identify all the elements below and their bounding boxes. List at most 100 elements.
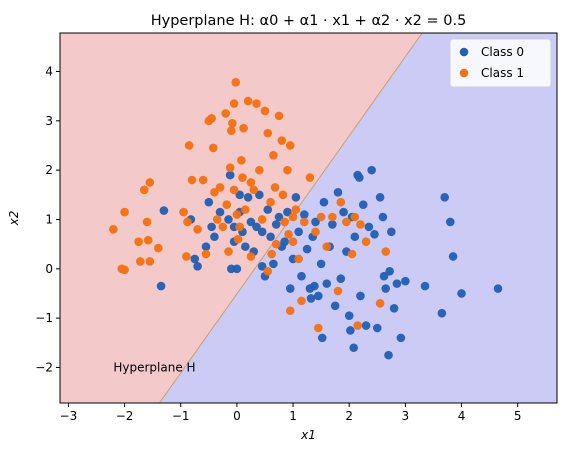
legend-label: Class 1 xyxy=(481,66,524,80)
class-0-point xyxy=(317,333,327,343)
class-0-point xyxy=(392,279,402,288)
class-1-point xyxy=(353,321,362,330)
class-1-point xyxy=(342,217,351,227)
class-1-point xyxy=(252,99,261,108)
class-0-point xyxy=(201,242,211,251)
class-1-point xyxy=(284,229,293,239)
class-0-point xyxy=(263,205,273,214)
class-1-point xyxy=(291,205,301,214)
class-1-point xyxy=(294,254,303,264)
x-axis-ticks: −3 −2 −1 0 1 2 3 4 5 xyxy=(60,403,522,423)
class-1-point xyxy=(246,178,256,187)
class-1-point xyxy=(184,141,194,150)
class-1-point xyxy=(237,155,246,165)
class-1-point xyxy=(183,217,192,227)
class-0-point xyxy=(356,291,365,301)
legend: Class 0 Class 1 xyxy=(449,38,552,88)
class-1-point xyxy=(283,165,292,175)
class-1-point xyxy=(193,225,202,234)
class-1-point xyxy=(249,185,259,195)
class-0-point xyxy=(375,192,385,202)
class-0-point xyxy=(364,222,374,232)
data-points xyxy=(109,78,503,360)
class-1-point xyxy=(375,299,385,308)
class-1-point xyxy=(297,296,306,306)
class-1-point xyxy=(207,114,216,123)
class-1-point xyxy=(222,200,232,209)
class-1-point xyxy=(263,128,273,138)
x-tick-label: −3 xyxy=(60,409,78,423)
class-0-point xyxy=(269,259,278,269)
class-1-point xyxy=(235,222,245,232)
plot-frame xyxy=(59,32,558,404)
class-0-point xyxy=(370,229,379,239)
class-0-point xyxy=(285,284,295,293)
class-0-point xyxy=(420,281,430,291)
class-1-point xyxy=(347,249,357,259)
class-1-point xyxy=(239,123,248,133)
class-0-point xyxy=(437,308,447,318)
class-1-point xyxy=(263,266,273,276)
class-0-point xyxy=(355,173,364,182)
class-1-point xyxy=(285,141,295,150)
y-tick-label: −2 xyxy=(35,360,53,374)
class-1-point xyxy=(221,109,230,118)
y-axis-label: x2 xyxy=(7,211,21,227)
x-tick-label: 3 xyxy=(402,409,410,423)
class-0-point xyxy=(159,206,169,215)
class-1-point xyxy=(277,136,287,145)
class-1-point xyxy=(311,227,320,237)
class-1-point xyxy=(226,126,236,135)
class-1-point xyxy=(336,197,346,207)
y-axis-ticks: −2 −1 0 1 2 3 4 xyxy=(35,64,60,374)
class-0-point xyxy=(372,323,382,333)
class-0-point xyxy=(381,284,391,293)
class-1-point xyxy=(328,212,337,222)
class-1-point xyxy=(278,190,288,200)
class-0-point xyxy=(291,192,301,202)
class-1-point xyxy=(238,173,247,182)
class-1-point xyxy=(241,205,250,214)
class-0-point xyxy=(384,350,393,360)
class-0-point xyxy=(387,227,396,237)
class-1-point xyxy=(232,210,242,219)
y-tick-label: 2 xyxy=(45,163,53,177)
class-1-point xyxy=(201,249,211,259)
class-0-point xyxy=(396,333,406,343)
class-0-point xyxy=(241,242,250,251)
class-0-point xyxy=(274,212,284,222)
class-0-point xyxy=(336,274,346,283)
class-1-point xyxy=(274,111,284,121)
class-1-point xyxy=(142,217,152,227)
class-0-point xyxy=(378,212,388,222)
class-0-point xyxy=(333,188,343,197)
class-0-point xyxy=(283,207,292,217)
x-axis-label: x1 xyxy=(300,428,316,442)
class-1-point xyxy=(215,183,225,192)
class-0-point xyxy=(280,237,289,246)
y-tick-label: −1 xyxy=(35,311,53,325)
class-0-point xyxy=(255,190,264,200)
class-1-point xyxy=(267,249,277,259)
class-0-point xyxy=(349,343,359,353)
class-1-point xyxy=(260,106,270,116)
decision-regions xyxy=(60,33,557,403)
class-1-point xyxy=(269,151,278,160)
class-0-point xyxy=(346,326,355,335)
class-1-point xyxy=(243,96,253,106)
class-0-point xyxy=(385,266,394,276)
class-1-point xyxy=(299,217,309,227)
class-1-point xyxy=(350,212,360,222)
class-0-point xyxy=(401,276,410,286)
class-0-point xyxy=(297,271,306,281)
class-0-point xyxy=(322,279,332,288)
class-1-point xyxy=(145,257,155,266)
class-0-point xyxy=(246,217,256,227)
class-0-point xyxy=(257,262,267,271)
class-0-point xyxy=(243,192,253,202)
class-1-point xyxy=(228,118,237,128)
class-1-point xyxy=(229,99,239,108)
class-1-point xyxy=(139,185,149,195)
x-tick-label: −1 xyxy=(172,409,190,423)
class-0-point xyxy=(330,301,340,311)
